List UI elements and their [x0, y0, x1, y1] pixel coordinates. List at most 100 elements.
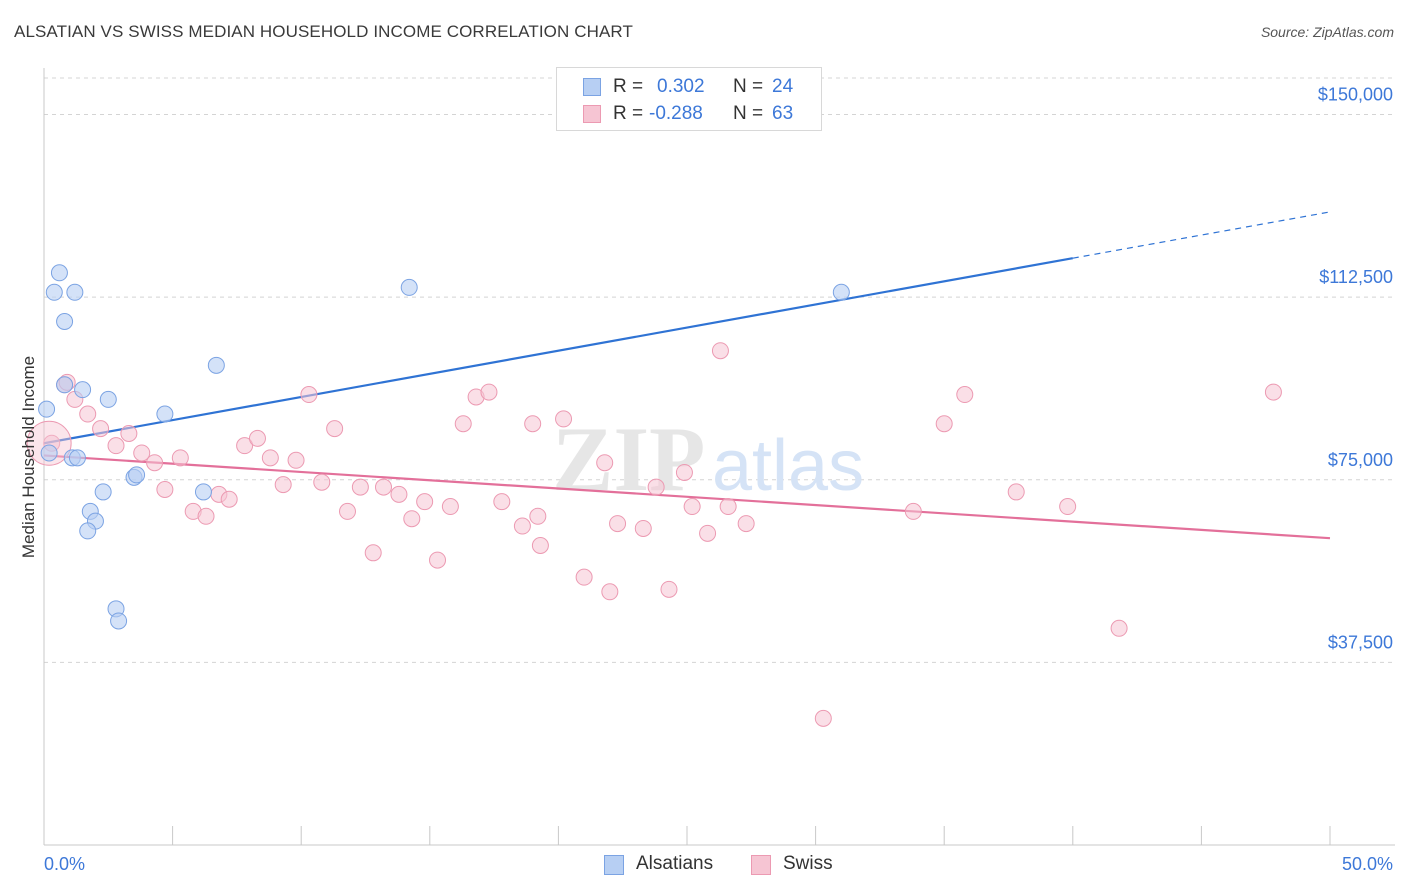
swiss-point: [416, 493, 434, 511]
swiss-point: [1264, 383, 1282, 401]
y-tick-label: $75,000: [1328, 450, 1393, 470]
alsatian-points: [38, 264, 850, 630]
swiss-point: [1110, 619, 1128, 637]
swiss-point: [326, 420, 344, 438]
alsatian-point: [79, 522, 97, 540]
alsatian-point: [56, 312, 74, 330]
alsatian-point: [38, 400, 56, 418]
alsatian-point: [156, 405, 174, 423]
swiss-point: [719, 498, 737, 516]
swiss-point: [555, 410, 573, 428]
alsatian-point: [56, 376, 74, 394]
swiss-point: [660, 580, 678, 598]
swiss-point: [107, 437, 125, 455]
swiss-point: [92, 420, 110, 438]
alsatian-point: [74, 381, 92, 399]
swiss-points: [26, 342, 1282, 727]
swiss-point: [197, 507, 215, 525]
series-legend: Alsatians Swiss: [0, 850, 1406, 878]
alsatian-point: [68, 449, 86, 467]
r-value: 0.302: [657, 76, 705, 97]
y-tick-label: $112,500: [1319, 267, 1393, 287]
n-label: N =: [733, 76, 764, 97]
swiss-point: [1007, 483, 1025, 501]
swiss-point: [156, 481, 174, 499]
alsatian-point: [194, 483, 212, 501]
swiss-point: [171, 449, 189, 467]
swiss-point: [133, 444, 151, 462]
alsatian-point: [400, 278, 418, 296]
swiss-point: [441, 498, 459, 516]
swiss-legend-swatch: [751, 855, 771, 875]
swiss-point: [300, 386, 318, 404]
swiss-point: [1059, 498, 1077, 516]
n-value: 24: [772, 76, 794, 97]
swiss-point: [513, 517, 531, 535]
swiss-point: [529, 507, 547, 525]
swiss-point: [814, 709, 832, 727]
swiss-point: [390, 485, 408, 503]
swiss-point: [524, 415, 542, 433]
swiss-point: [904, 502, 922, 520]
swiss-point: [79, 405, 97, 423]
alsatian-trend-line: [43, 257, 1073, 445]
swiss-point: [375, 478, 393, 496]
swiss-point: [634, 519, 652, 537]
alsatian-point: [128, 466, 146, 484]
swiss-point: [351, 478, 369, 496]
swiss-point: [531, 537, 549, 555]
swiss-point: [261, 449, 279, 467]
x-tick-label-max: 50.0%: [1342, 854, 1393, 874]
swiss-point: [236, 437, 254, 455]
watermark-atlas: atlas: [712, 426, 864, 506]
swiss-point: [274, 476, 292, 494]
swiss-point: [248, 429, 266, 447]
swiss-point: [220, 490, 238, 508]
trend-lines: [43, 211, 1331, 540]
swiss-point: [737, 515, 755, 533]
swiss-point: [711, 342, 729, 360]
legend-label-swiss: Swiss: [783, 853, 833, 874]
swiss-point: [287, 451, 305, 469]
r-value: -0.288: [649, 103, 703, 124]
swiss-trend-line: [43, 454, 1331, 540]
alsatian-point: [50, 264, 68, 282]
swiss-point: [609, 515, 627, 533]
swiss-point: [26, 420, 72, 466]
y-tick-labels: $37,500 $75,000 $112,500 $150,000: [1318, 85, 1393, 653]
swiss-point: [647, 478, 665, 496]
alsatian-point: [66, 283, 84, 301]
swiss-point: [480, 383, 498, 401]
swiss-point: [683, 498, 701, 516]
alsatian-swatch: [583, 78, 601, 96]
swiss-point: [956, 386, 974, 404]
swiss-point: [313, 473, 331, 491]
alsatian-point: [45, 283, 63, 301]
swiss-point: [596, 454, 614, 472]
swiss-point: [935, 415, 953, 433]
swiss-point: [338, 502, 356, 520]
legend-label-alsatians: Alsatians: [636, 853, 714, 874]
grid: [44, 77, 1395, 663]
r-label: R =: [613, 103, 644, 124]
alsatian-legend-swatch: [604, 855, 624, 875]
swiss-point: [493, 493, 511, 511]
alsatian-point: [110, 612, 128, 630]
swiss-point: [575, 568, 593, 586]
n-value: 63: [772, 103, 794, 124]
n-label: N =: [733, 103, 764, 124]
swiss-point: [120, 424, 138, 442]
y-tick-label: $37,500: [1328, 632, 1393, 652]
swiss-point: [454, 415, 472, 433]
y-axis-title: Median Household Income: [19, 356, 38, 558]
alsatian-point: [207, 356, 225, 374]
alsatian-trend-extension: [1072, 211, 1331, 259]
swiss-point: [601, 583, 619, 601]
alsatian-point: [832, 283, 850, 301]
x-tick-label-min: 0.0%: [44, 854, 85, 874]
source-credit: Source: ZipAtlas.com: [1260, 24, 1394, 40]
swiss-point: [146, 454, 164, 472]
stats-legend: R = 0.302 N = 24 R = -0.288 N = 63: [556, 67, 822, 131]
swiss-point: [699, 524, 717, 542]
